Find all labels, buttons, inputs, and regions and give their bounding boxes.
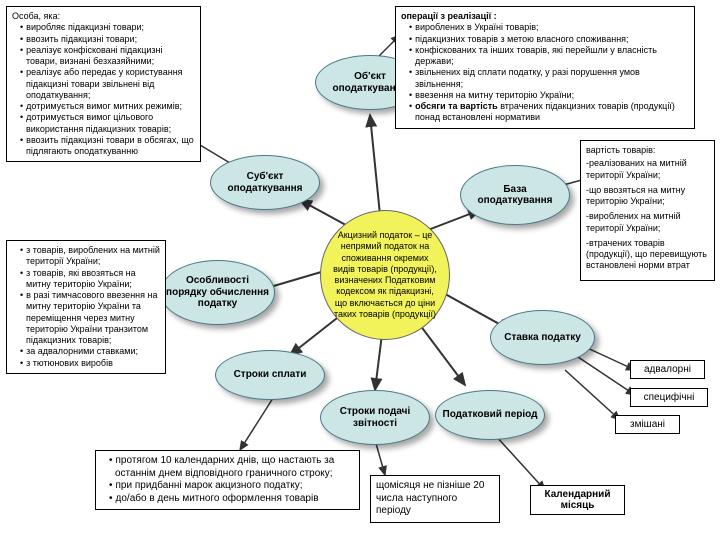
box-operations: операції з реалізації : вироблених в Укр… (395, 6, 695, 129)
node-payterms: Строки сплати (215, 350, 325, 400)
oper-list: вироблених в Україні товарів;підакцизних… (401, 22, 689, 123)
box-monthly: щомісяця не пізніше 20 числа наступного … (370, 475, 500, 523)
prot-list: протягом 10 календарних днів, що настают… (101, 455, 354, 505)
ztov-list: з товарів, вироблених на митній територі… (12, 245, 160, 369)
small-calendar: Календарний місяць (530, 485, 625, 515)
node-report: Строки подачі звітності (320, 390, 430, 445)
box-protyagom: протягом 10 календарних днів, що настают… (95, 450, 360, 510)
small-zmishani: змішані (615, 415, 680, 434)
vart-list: -реалізованих на митній території Україн… (586, 158, 709, 271)
node-subject: Суб'єкт оподаткування (210, 155, 320, 210)
center-node: Акцизний податок – це непрямий податок н… (320, 210, 450, 340)
center-text: Акцизний податок – це непрямий податок н… (331, 230, 439, 320)
small-specific: специфічні (630, 388, 708, 407)
box-vartist: вартість товарів: -реалізованих на митні… (580, 140, 715, 281)
node-period: Податковий період (435, 390, 545, 440)
small-advalorni: адвалорні (630, 360, 705, 379)
box-osoba: Особа, яка: виробляє підакцизні товари;в… (6, 6, 201, 162)
box-ztovariv: з товарів, вироблених на митній територі… (6, 240, 166, 374)
node-features: Особливості порядку обчислення податку (160, 260, 275, 325)
osoba-list: виробляє підакцизні товари;ввозить підак… (12, 22, 195, 157)
node-rate: Ставка податку (490, 310, 595, 365)
node-base: База оподаткування (460, 165, 570, 225)
